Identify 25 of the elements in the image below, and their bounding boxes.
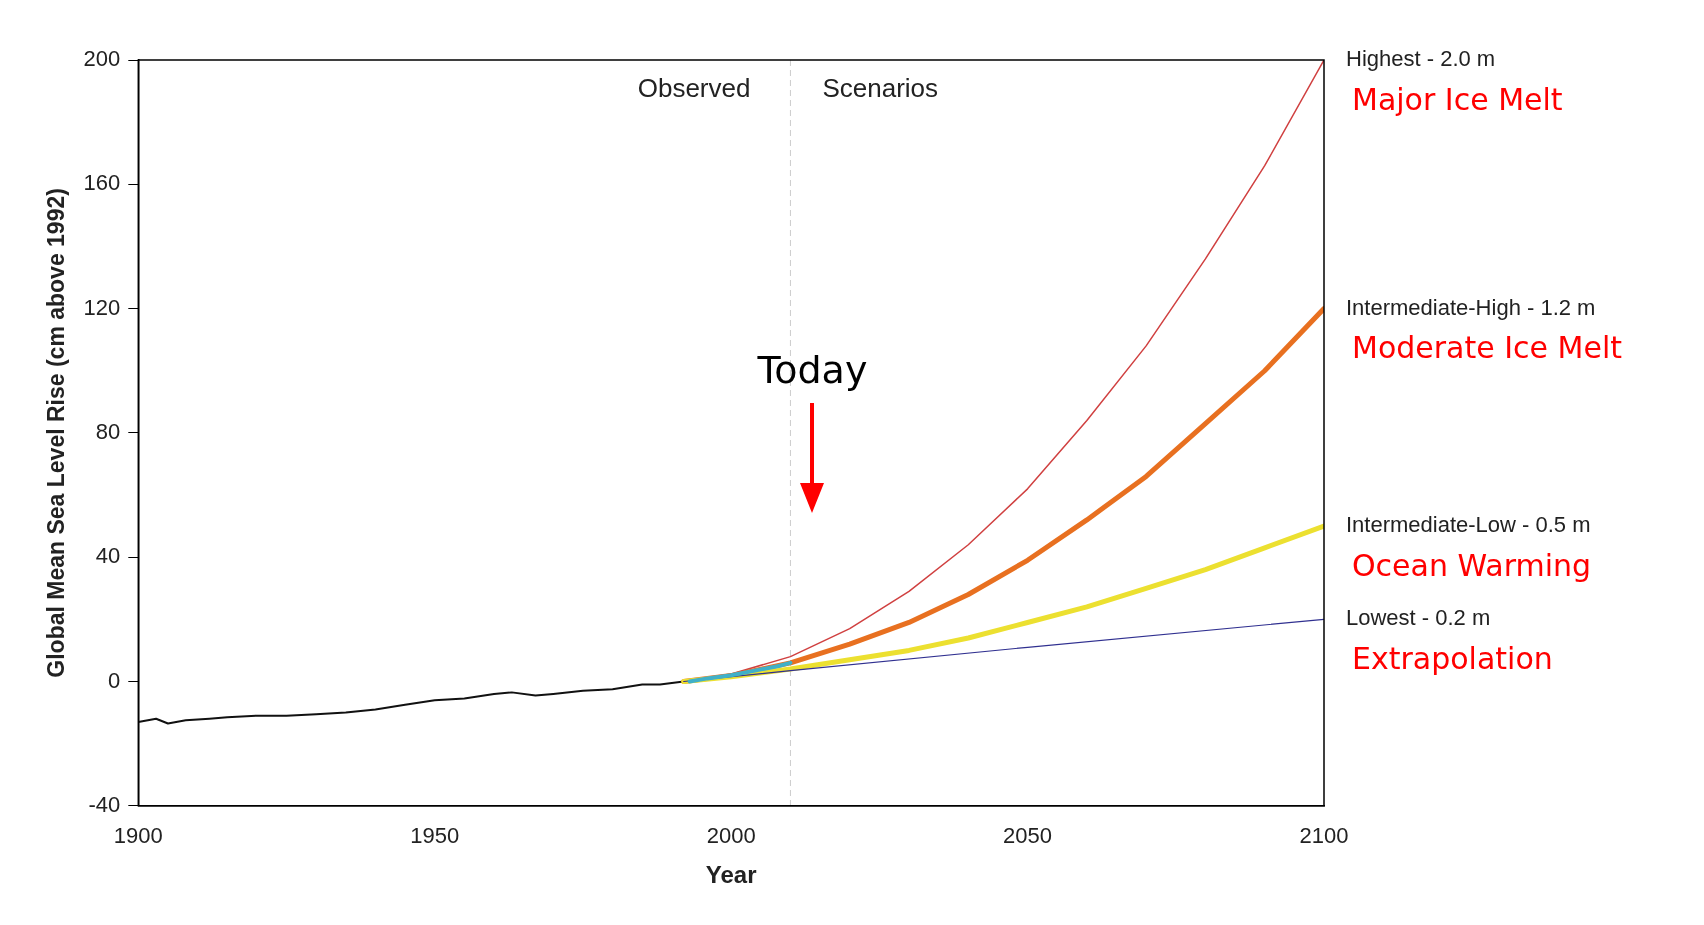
series-label: Lowest - 0.2 m bbox=[1346, 605, 1491, 631]
y-axis-title: Global Mean Sea Level Rise (cm above 1992) bbox=[43, 188, 70, 678]
text: Moderate Ice Melt bbox=[1352, 330, 1623, 366]
x-tick-label: 1950 bbox=[410, 823, 460, 849]
text: Major Ice Melt bbox=[1352, 81, 1563, 117]
annotation: Today bbox=[756, 348, 868, 393]
y-tick-label: -40 bbox=[88, 791, 121, 817]
y-tick-label: 120 bbox=[83, 294, 121, 320]
y-tick-label: 40 bbox=[95, 543, 121, 569]
y-tick-label: 160 bbox=[83, 170, 121, 196]
annotation: Observed bbox=[637, 73, 751, 104]
series-label: Intermediate-High - 1.2 m bbox=[1346, 294, 1596, 320]
x-tick-label: 2000 bbox=[706, 823, 756, 849]
x-axis-title: Year bbox=[705, 861, 757, 889]
series-label: Highest - 2.0 m bbox=[1346, 46, 1496, 72]
annotation: Scenarios bbox=[822, 73, 939, 104]
y-tick-label: 0 bbox=[108, 667, 121, 693]
series-label: Intermediate-Low - 0.5 m bbox=[1346, 512, 1591, 538]
x-tick-label: 1900 bbox=[113, 823, 163, 849]
y-tick-label: 80 bbox=[95, 418, 121, 444]
x-tick-label: 2100 bbox=[1299, 823, 1349, 849]
text: Extrapolation bbox=[1352, 641, 1553, 677]
y-tick-label: 200 bbox=[83, 46, 121, 72]
x-tick-label: 2050 bbox=[1003, 823, 1053, 849]
text: Ocean Warming bbox=[1352, 547, 1592, 583]
